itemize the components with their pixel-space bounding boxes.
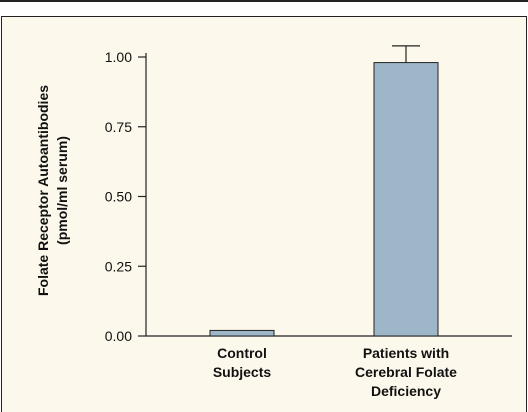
- top-rule: [0, 0, 528, 2]
- x-category-label-line: Cerebral Folate: [355, 364, 457, 380]
- y-tick-label: 0.25: [105, 258, 132, 274]
- bar: [373, 62, 439, 337]
- y-tick-label: 0.50: [105, 189, 132, 205]
- y-tick-label: 1.00: [105, 49, 132, 65]
- y-axis-label-line: (pmol/ml serum): [54, 136, 70, 245]
- x-category-label: Control Subjects: [213, 345, 272, 380]
- x-category-label-line: Patients with: [363, 345, 449, 361]
- y-tick-label: 0.00: [105, 328, 132, 344]
- y-axis-label-line: Folate Receptor Autoantibodies: [35, 85, 51, 296]
- x-category-label-line: Subjects: [213, 364, 272, 380]
- y-axis-label: Folate Receptor Autoantibodies (pmol/ml s…: [35, 85, 70, 296]
- bar: [209, 329, 275, 337]
- y-tick-label: 0.75: [105, 119, 132, 135]
- x-category-label-line: Control: [217, 345, 267, 361]
- chart-panel: [1, 16, 527, 412]
- x-category-label-line: Deficiency: [371, 383, 441, 399]
- x-category-label: Patients with Cerebral Folate Deficiency: [355, 345, 457, 399]
